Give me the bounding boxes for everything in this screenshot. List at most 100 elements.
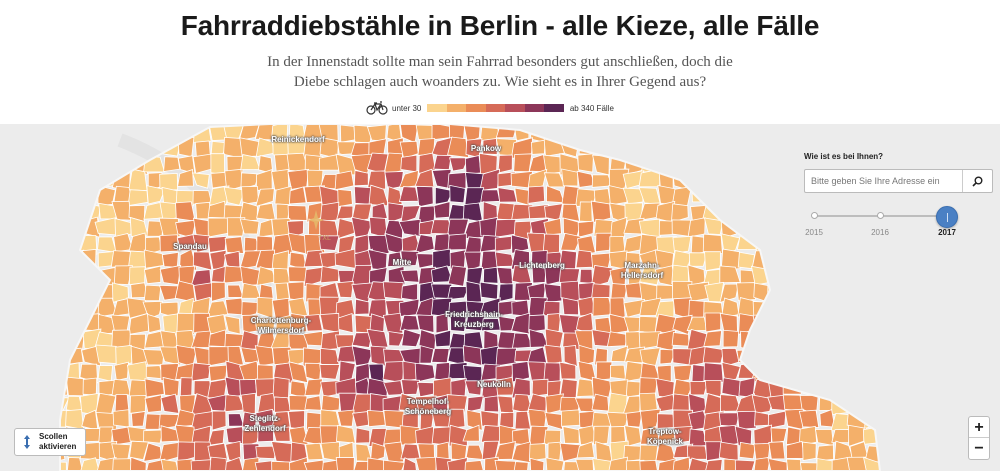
neighbourhood-area[interactable] <box>531 378 550 397</box>
neighbourhood-area[interactable] <box>144 394 162 413</box>
neighbourhood-area[interactable] <box>578 344 595 367</box>
neighbourhood-area[interactable] <box>334 170 355 191</box>
year-slider[interactable]: 2015 2016 2017 <box>804 204 964 240</box>
neighbourhood-area[interactable] <box>208 364 228 382</box>
neighbourhood-area[interactable] <box>576 378 595 397</box>
neighbourhood-area[interactable] <box>367 234 390 254</box>
neighbourhood-area[interactable] <box>527 168 548 191</box>
neighbourhood-area[interactable] <box>159 172 179 191</box>
neighbourhood-area[interactable] <box>129 440 149 461</box>
neighbourhood-area[interactable] <box>560 232 582 251</box>
neighbourhood-area[interactable] <box>754 411 771 427</box>
neighbourhood-area[interactable] <box>479 216 499 239</box>
neighbourhood-area[interactable] <box>82 377 98 396</box>
zoom-out-button[interactable]: − <box>974 440 984 457</box>
neighbourhood-area[interactable] <box>639 459 659 471</box>
neighbourhood-area[interactable] <box>590 264 614 288</box>
neighbourhood-area[interactable] <box>464 236 482 255</box>
neighbourhood-area[interactable] <box>721 377 742 398</box>
neighbourhood-area[interactable] <box>382 312 404 335</box>
neighbourhood-area[interactable] <box>145 365 164 380</box>
neighbourhood-area[interactable] <box>415 456 437 471</box>
neighbourhood-area[interactable] <box>129 394 147 414</box>
neighbourhood-area[interactable] <box>335 457 355 471</box>
neighbourhood-area[interactable] <box>256 235 273 253</box>
neighbourhood-area[interactable] <box>207 217 229 238</box>
neighbourhood-area[interactable] <box>416 253 434 269</box>
neighbourhood-area[interactable] <box>609 313 628 335</box>
neighbourhood-area[interactable] <box>257 364 274 381</box>
neighbourhood-area[interactable] <box>511 377 531 399</box>
neighbourhood-area[interactable] <box>223 186 246 206</box>
neighbourhood-area[interactable] <box>608 184 628 206</box>
neighbourhood-area[interactable] <box>575 458 594 471</box>
neighbourhood-area[interactable] <box>354 234 370 254</box>
neighbourhood-area[interactable] <box>206 314 228 334</box>
neighbourhood-area[interactable] <box>415 185 434 208</box>
neighbourhood-area[interactable] <box>179 248 198 271</box>
neighbourhood-area[interactable] <box>672 235 692 254</box>
neighbourhood-area[interactable] <box>622 187 644 205</box>
neighbourhood-area[interactable] <box>687 217 706 238</box>
neighbourhood-area[interactable] <box>815 444 834 462</box>
neighbourhood-area[interactable] <box>224 236 244 254</box>
neighbourhood-area[interactable] <box>226 217 246 237</box>
neighbourhood-area[interactable] <box>752 456 771 471</box>
neighbourhood-area[interactable] <box>466 395 484 413</box>
neighbourhood-area[interactable] <box>431 394 449 412</box>
neighbourhood-area[interactable] <box>97 365 114 382</box>
neighbourhood-area[interactable] <box>512 461 529 471</box>
neighbourhood-area[interactable] <box>703 330 723 347</box>
neighbourhood-area[interactable] <box>257 425 274 443</box>
neighbourhood-area[interactable] <box>561 168 579 187</box>
neighbourhood-area[interactable] <box>211 281 226 302</box>
neighbourhood-area[interactable] <box>192 251 213 271</box>
neighbourhood-area[interactable] <box>400 205 421 224</box>
neighbourhood-area[interactable] <box>318 235 340 251</box>
neighbourhood-area[interactable] <box>272 426 291 442</box>
neighbourhood-area[interactable] <box>147 313 162 334</box>
neighbourhood-area[interactable] <box>494 251 515 267</box>
neighbourhood-area[interactable] <box>704 251 721 272</box>
neighbourhood-area[interactable] <box>271 411 291 430</box>
neighbourhood-area[interactable] <box>336 217 357 240</box>
neighbourhood-area[interactable] <box>160 363 180 382</box>
neighbourhood-area[interactable] <box>720 233 741 255</box>
neighbourhood-area[interactable] <box>335 334 355 349</box>
neighbourhood-area[interactable] <box>371 202 388 222</box>
neighbourhood-area[interactable] <box>577 153 594 173</box>
neighbourhood-area[interactable] <box>158 217 181 240</box>
neighbourhood-area[interactable] <box>577 220 595 238</box>
neighbourhood-area[interactable] <box>400 250 420 267</box>
neighbourhood-area[interactable] <box>703 217 724 235</box>
neighbourhood-area[interactable] <box>383 219 404 239</box>
neighbourhood-area[interactable] <box>367 409 386 428</box>
neighbourhood-area[interactable] <box>494 235 514 252</box>
neighbourhood-area[interactable] <box>129 456 147 471</box>
neighbourhood-area[interactable] <box>497 154 513 174</box>
neighbourhood-area[interactable] <box>304 395 322 411</box>
neighbourhood-area[interactable] <box>546 312 562 332</box>
neighbourhood-area[interactable] <box>592 457 613 471</box>
neighbourhood-area[interactable] <box>162 376 180 397</box>
neighbourhood-area[interactable] <box>686 445 708 460</box>
neighbourhood-area[interactable] <box>144 458 166 471</box>
neighbourhood-area[interactable] <box>547 441 562 461</box>
neighbourhood-area[interactable] <box>415 426 436 446</box>
neighbourhood-area[interactable] <box>447 408 466 429</box>
neighbourhood-area[interactable] <box>304 314 323 332</box>
neighbourhood-area[interactable] <box>543 217 562 236</box>
neighbourhood-area[interactable] <box>563 345 578 368</box>
neighbourhood-area[interactable] <box>448 300 468 318</box>
neighbourhood-area[interactable] <box>399 314 420 331</box>
neighbourhood-area[interactable] <box>383 441 405 464</box>
neighbourhood-area[interactable] <box>65 409 85 430</box>
neighbourhood-area[interactable] <box>530 139 546 155</box>
neighbourhood-area[interactable] <box>143 249 165 269</box>
neighbourhood-area[interactable] <box>288 395 309 411</box>
neighbourhood-area[interactable] <box>802 441 817 461</box>
neighbourhood-area[interactable] <box>206 300 229 318</box>
neighbourhood-area[interactable] <box>480 189 501 203</box>
neighbourhood-area[interactable] <box>271 169 290 191</box>
neighbourhood-area[interactable] <box>128 168 148 192</box>
